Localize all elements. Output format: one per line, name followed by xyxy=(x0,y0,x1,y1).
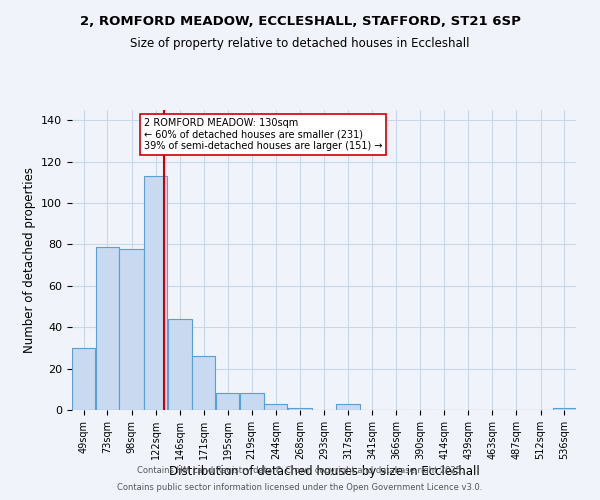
Bar xyxy=(193,356,215,410)
Bar xyxy=(144,176,167,410)
Bar xyxy=(239,394,264,410)
Bar xyxy=(336,404,360,410)
Bar xyxy=(264,404,287,410)
Bar xyxy=(553,408,576,410)
Bar xyxy=(119,248,143,410)
Text: Contains public sector information licensed under the Open Government Licence v3: Contains public sector information licen… xyxy=(118,484,482,492)
Y-axis label: Number of detached properties: Number of detached properties xyxy=(23,167,35,353)
Text: Contains HM Land Registry data © Crown copyright and database right 2025.: Contains HM Land Registry data © Crown c… xyxy=(137,466,463,475)
Bar xyxy=(168,319,192,410)
Text: 2, ROMFORD MEADOW, ECCLESHALL, STAFFORD, ST21 6SP: 2, ROMFORD MEADOW, ECCLESHALL, STAFFORD,… xyxy=(80,15,520,28)
X-axis label: Distribution of detached houses by size in Eccleshall: Distribution of detached houses by size … xyxy=(169,464,479,477)
Bar xyxy=(288,408,312,410)
Bar xyxy=(96,246,119,410)
Text: Size of property relative to detached houses in Eccleshall: Size of property relative to detached ho… xyxy=(130,38,470,51)
Bar xyxy=(72,348,95,410)
Text: 2 ROMFORD MEADOW: 130sqm
← 60% of detached houses are smaller (231)
39% of semi-: 2 ROMFORD MEADOW: 130sqm ← 60% of detach… xyxy=(144,118,382,152)
Bar xyxy=(216,394,239,410)
